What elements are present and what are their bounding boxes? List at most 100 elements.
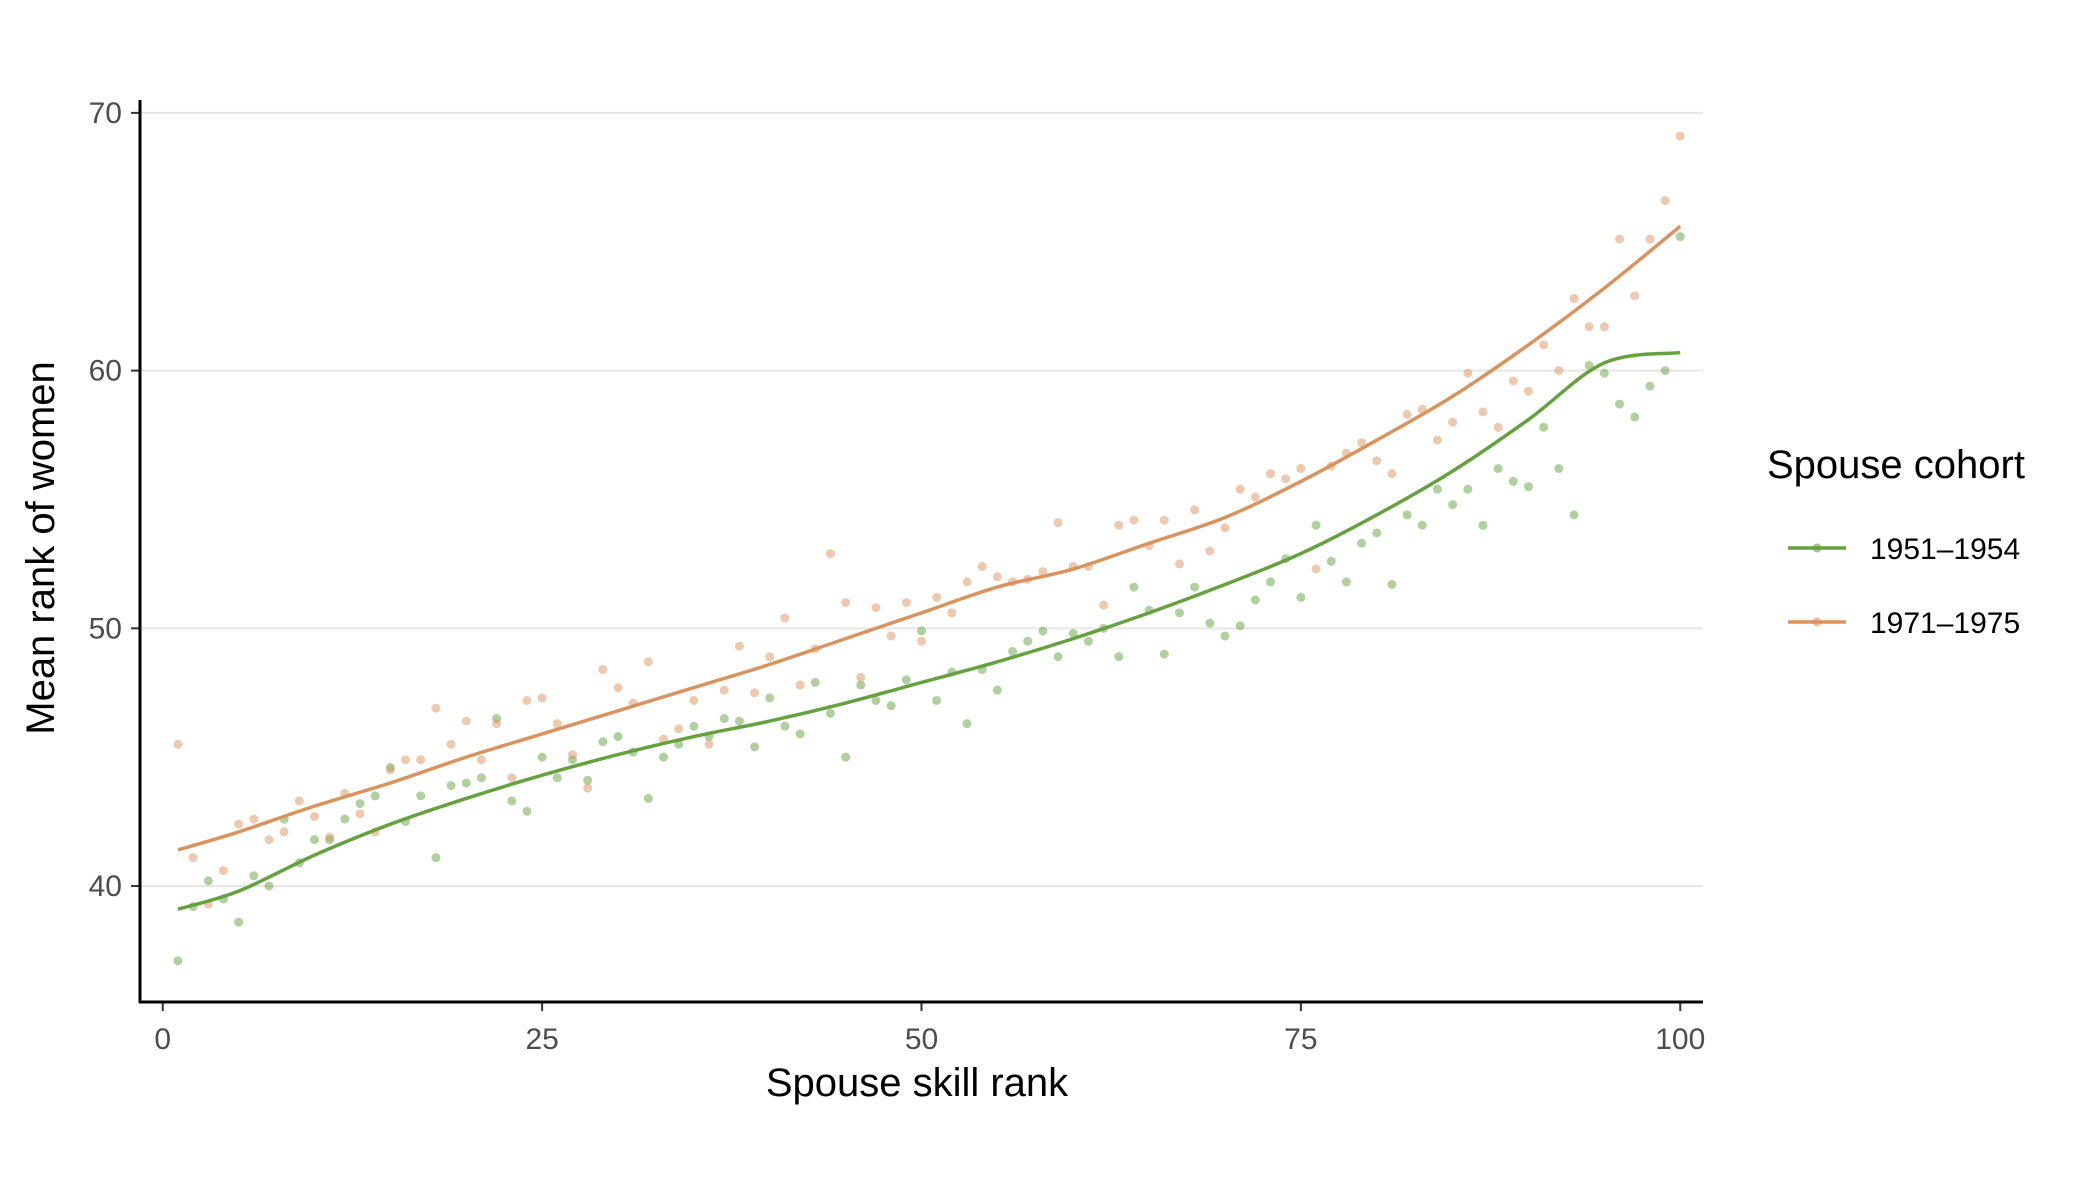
data-point-2 [1099, 600, 1109, 610]
smooth-line-1 [177, 350, 1681, 911]
data-point-2 [1645, 234, 1655, 244]
data-point-2 [856, 672, 866, 682]
data-point-1 [1675, 232, 1685, 242]
y-tick-label: 70 [89, 97, 122, 130]
data-point-1 [932, 695, 942, 705]
data-point-2 [1554, 366, 1564, 376]
data-point-1 [370, 791, 380, 801]
data-point-1 [1114, 652, 1124, 662]
data-point-2 [917, 636, 926, 646]
data-point-1 [461, 778, 471, 788]
y-axis-title: Mean rank of women [19, 361, 63, 735]
y-tick-label: 40 [89, 870, 122, 903]
data-point-1 [446, 781, 456, 791]
data-point-1 [1250, 595, 1260, 605]
data-point-1 [598, 737, 608, 747]
data-point-2 [1615, 234, 1625, 244]
data-point-2 [522, 695, 532, 705]
data-point-1 [264, 881, 274, 891]
data-point-2 [325, 832, 335, 842]
data-point-1 [1357, 538, 1367, 548]
data-point-1 [1038, 626, 1048, 636]
data-point-2 [218, 866, 228, 876]
data-point-1 [1190, 582, 1200, 592]
data-point-2 [825, 549, 835, 559]
data-point-1 [1053, 652, 1063, 662]
data-point-2 [507, 773, 517, 783]
data-point-1 [1023, 636, 1033, 646]
data-point-1 [537, 752, 547, 762]
legend-entries: 1951–1954 1971–1975 [1788, 533, 2020, 640]
data-point-2 [1266, 469, 1276, 479]
data-point-1 [1493, 464, 1503, 474]
data-point-2 [1523, 386, 1533, 396]
data-point-2 [1129, 515, 1139, 525]
data-point-2 [1174, 559, 1184, 569]
data-point-2 [780, 613, 790, 623]
data-point-2 [1281, 474, 1291, 484]
data-point-1 [431, 853, 441, 863]
data-point-2 [446, 739, 456, 749]
data-point-2 [1584, 322, 1594, 332]
data-point-1 [1584, 360, 1594, 370]
data-point-2 [750, 688, 760, 698]
data-point-1 [825, 708, 835, 718]
data-point-1 [1235, 621, 1245, 631]
data-point-2 [719, 685, 729, 695]
data-point-2 [1539, 340, 1549, 350]
data-point-2 [886, 631, 896, 641]
data-point-2 [1357, 438, 1367, 448]
data-point-1 [1448, 500, 1458, 510]
data-point-1 [1326, 556, 1336, 566]
data-point-2 [1402, 409, 1412, 419]
data-point-2 [1235, 484, 1245, 494]
data-point-1 [613, 732, 623, 742]
x-axis-title: Spouse skill rank [766, 1061, 1069, 1105]
data-point-2 [1205, 546, 1215, 556]
data-point-2 [294, 796, 304, 806]
data-point-2 [841, 598, 851, 608]
data-point-1 [1599, 368, 1609, 378]
data-point-1 [1402, 510, 1412, 520]
data-point-2 [264, 835, 274, 845]
data-point-2 [583, 783, 593, 793]
data-point-2 [1463, 368, 1473, 378]
x-tick-label: 25 [525, 1023, 558, 1056]
data-point-2 [461, 716, 471, 726]
data-point-2 [1038, 567, 1048, 577]
data-point-1 [340, 814, 350, 824]
data-point-1 [734, 716, 744, 726]
data-point-2 [1493, 422, 1503, 432]
data-point-1 [1387, 580, 1397, 590]
data-point-1 [234, 917, 244, 927]
data-point-1 [1083, 636, 1093, 646]
legend-key-point [1812, 543, 1822, 553]
data-point-2 [1372, 456, 1382, 466]
data-point-2 [1432, 435, 1442, 445]
data-point-2 [734, 641, 744, 651]
data-point-2 [901, 598, 911, 608]
data-point-1 [552, 773, 562, 783]
data-point-1 [1539, 422, 1549, 432]
data-point-2 [1675, 131, 1685, 141]
data-point-1 [1372, 528, 1382, 538]
data-point-1 [173, 956, 183, 966]
data-point-1 [1341, 577, 1351, 587]
data-point-1 [810, 677, 820, 687]
data-point-2 [431, 703, 441, 713]
data-point-1 [795, 729, 805, 739]
data-point-2 [401, 755, 411, 765]
y-tick-label: 50 [89, 612, 122, 645]
data-point-1 [643, 793, 653, 803]
x-tick-label: 0 [154, 1023, 171, 1056]
data-point-1 [1523, 482, 1533, 492]
smooth-lines [177, 224, 1682, 911]
data-point-2 [977, 561, 987, 571]
data-point-1 [1554, 464, 1564, 474]
data-point-2 [416, 755, 426, 765]
data-point-1 [765, 693, 775, 703]
data-point-2 [1296, 464, 1306, 474]
data-point-1 [856, 680, 866, 690]
data-point-1 [689, 721, 699, 731]
